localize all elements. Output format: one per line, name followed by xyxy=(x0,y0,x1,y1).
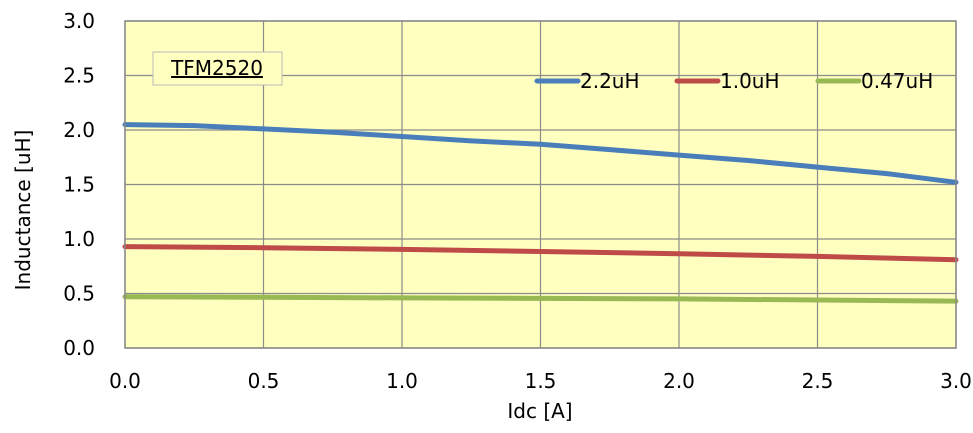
x-tick-label: 0.0 xyxy=(109,369,141,393)
y-tick-label: 2.0 xyxy=(63,118,95,142)
series-lines xyxy=(122,122,959,304)
annotation-frame xyxy=(152,51,283,86)
x-tick-label: 1.0 xyxy=(386,369,418,393)
legend-item: 0.47uH xyxy=(815,69,933,93)
series-line-2 xyxy=(122,294,959,304)
y-tick-label: 2.5 xyxy=(63,64,95,88)
y-tick-label: 1.5 xyxy=(63,173,95,197)
legend-label: 0.47uH xyxy=(861,69,933,93)
legend-label: 2.2uH xyxy=(580,69,640,93)
y-tick-label: 0.0 xyxy=(63,336,95,360)
y-axis-title: Inductance [uH] xyxy=(11,130,35,291)
legend-item: 1.0uH xyxy=(674,69,780,93)
y-tick-label: 0.5 xyxy=(63,282,95,306)
x-tick-label: 2.5 xyxy=(802,369,834,393)
y-tick-label: 3.0 xyxy=(63,9,95,33)
x-tick-labels: 0.0 0.5 1.0 1.5 2.0 2.5 3.0 xyxy=(109,369,972,393)
plot-border xyxy=(124,20,957,349)
x-tick-label: 3.0 xyxy=(940,369,972,393)
annotation-label: TFM2520 xyxy=(170,56,263,80)
x-tick-label: 2.0 xyxy=(663,369,695,393)
annotation-box: TFM2520 xyxy=(152,51,283,86)
legend-label: 1.0uH xyxy=(720,69,780,93)
y-tick-label: 1.0 xyxy=(63,227,95,251)
series-line-0 xyxy=(122,122,959,185)
x-tick-label: 0.5 xyxy=(248,369,280,393)
legend: 2.2uH 1.0uH 0.47uH xyxy=(534,69,933,93)
x-axis-title: Idc [A] xyxy=(507,399,572,423)
legend-item: 2.2uH xyxy=(534,69,640,93)
x-tick-label: 1.5 xyxy=(525,369,557,393)
series-line-1 xyxy=(122,244,959,263)
y-tick-labels: 0.0 0.5 1.0 1.5 2.0 2.5 3.0 xyxy=(63,9,95,360)
